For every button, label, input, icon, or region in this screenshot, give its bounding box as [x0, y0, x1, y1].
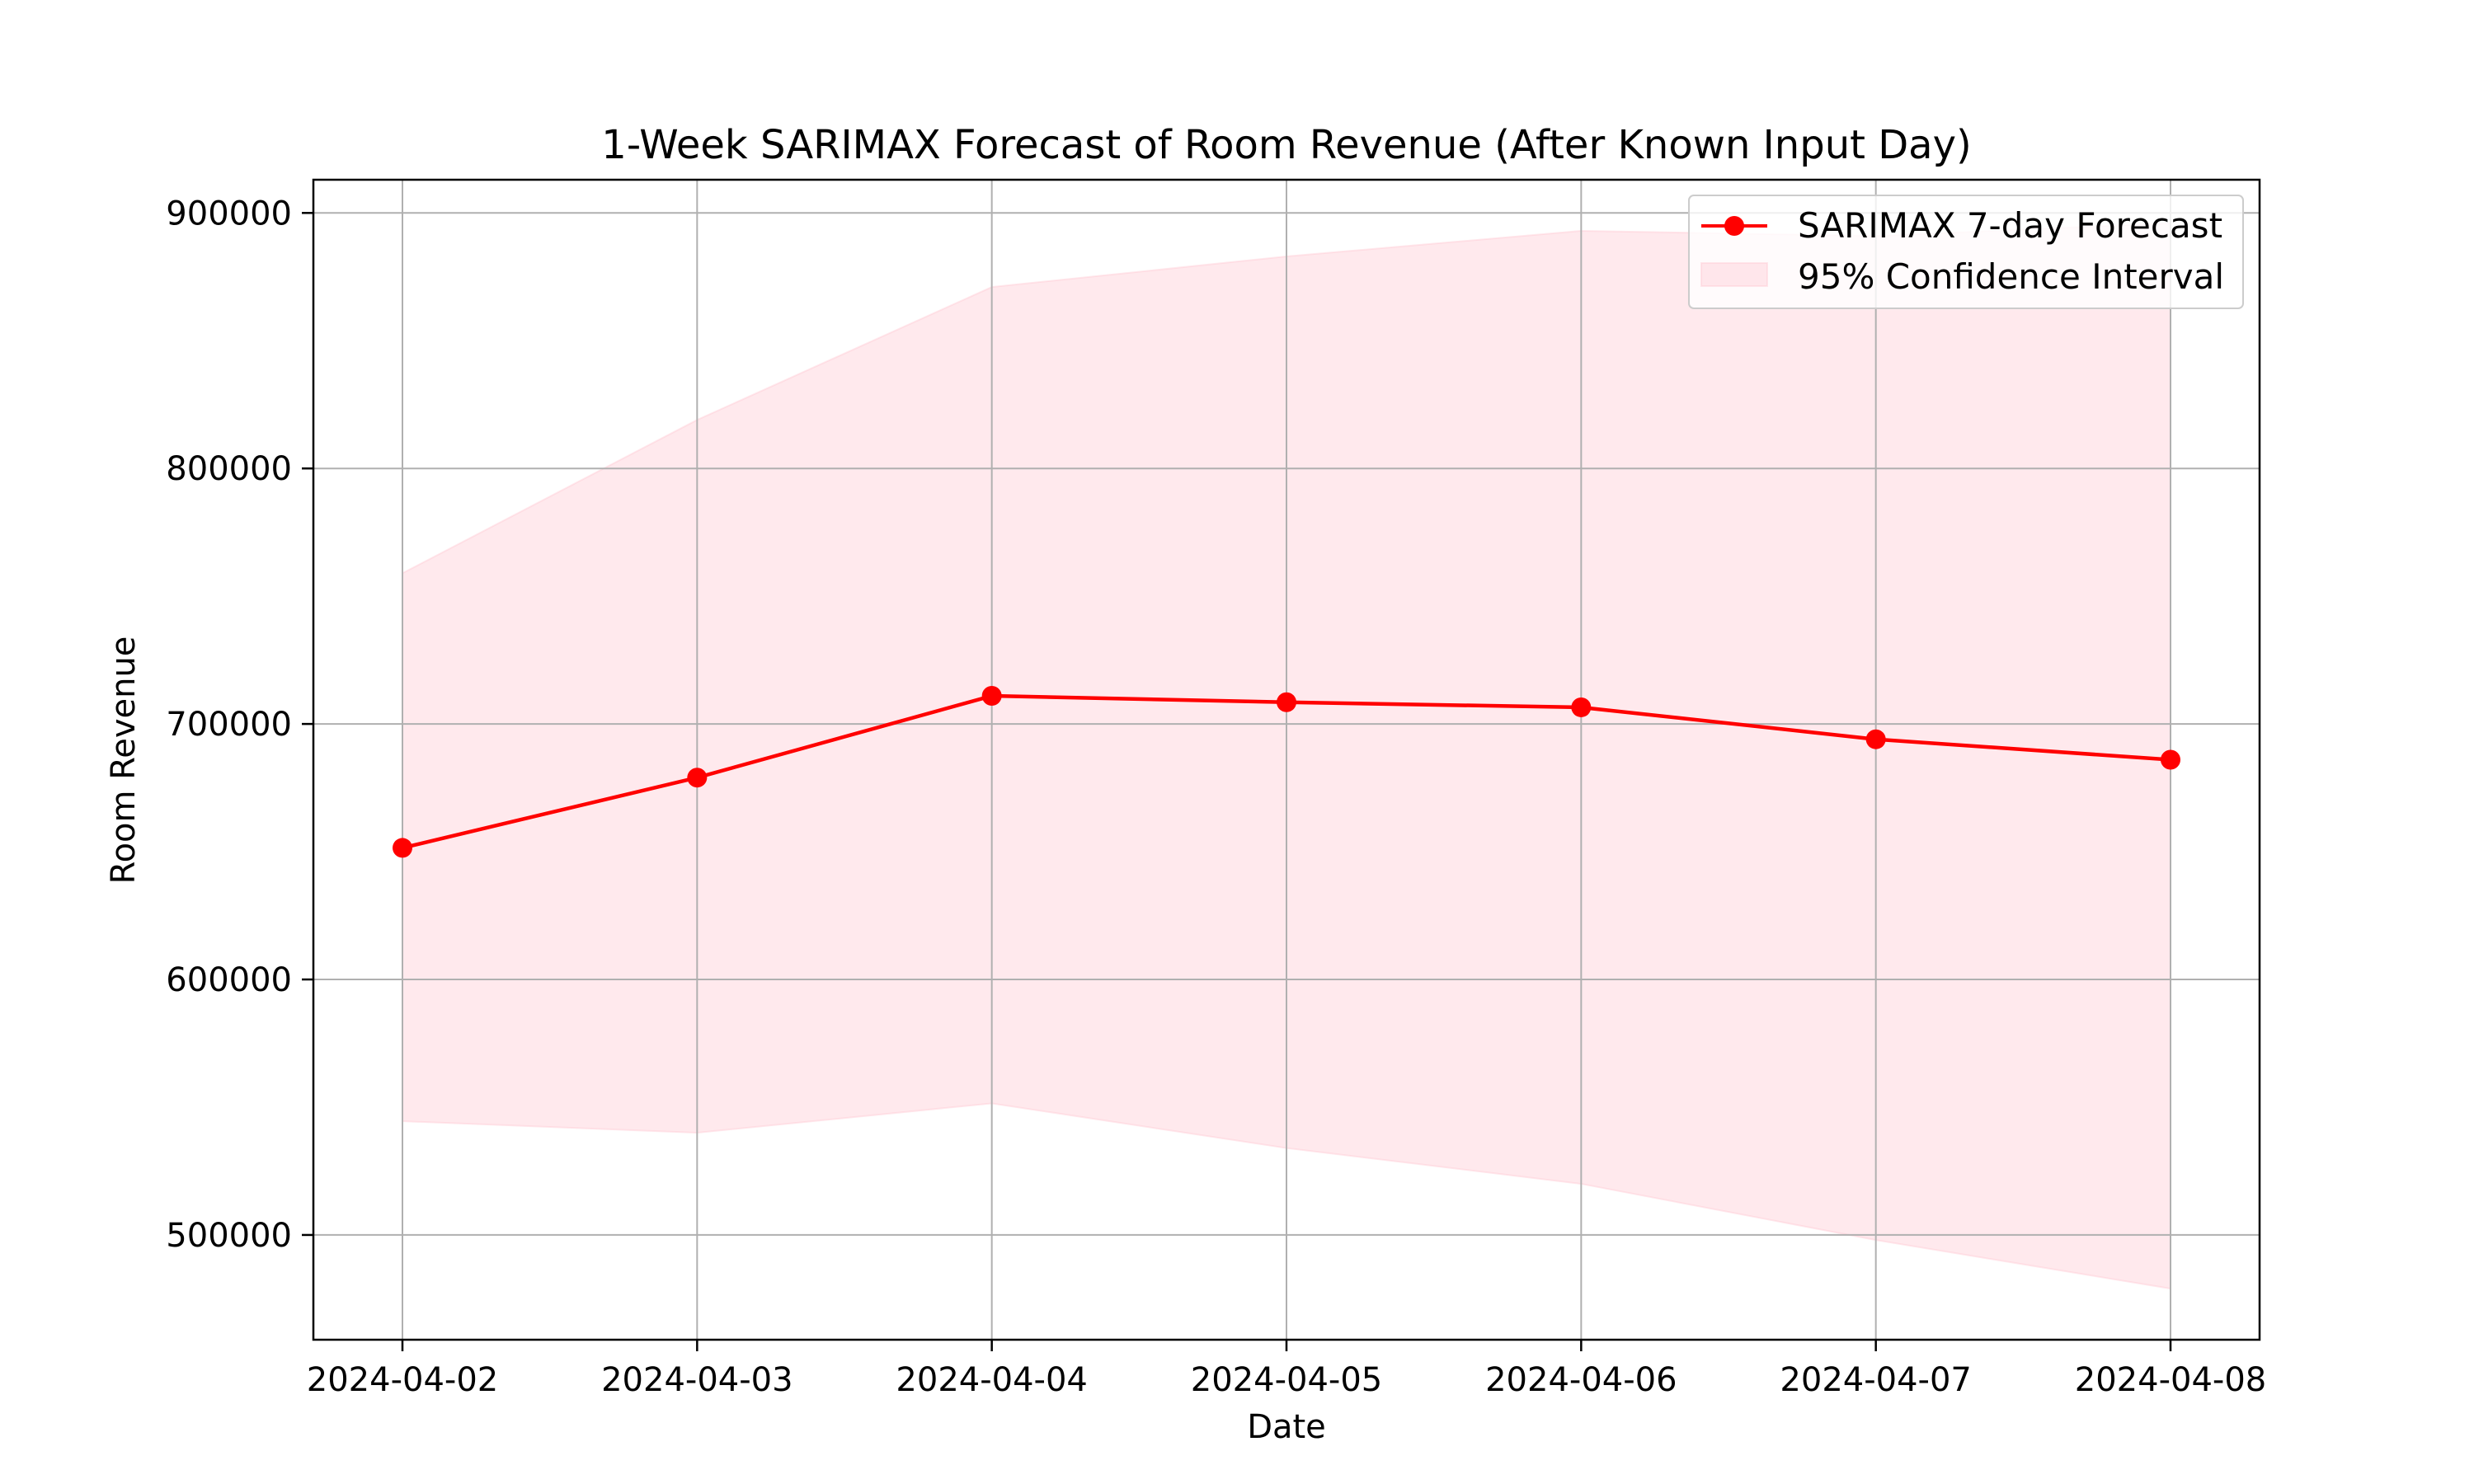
x-axis: 2024-04-02 2024-04-03 2024-04-04 2024-04-05…	[307, 1340, 2266, 1399]
forecast-point	[393, 838, 412, 858]
y-axis: 500000 600000 700000 800000 900000	[166, 195, 313, 1255]
legend-box	[1688, 195, 2244, 309]
forecast-point	[2161, 749, 2180, 770]
x-tick-label: 2024-04-08	[2075, 1361, 2266, 1399]
x-tick-label: 2024-04-04	[896, 1361, 1087, 1399]
x-tick-label: 2024-04-02	[307, 1361, 498, 1399]
legend-forecast-marker	[1724, 216, 1744, 236]
forecast-point	[1277, 692, 1296, 712]
legend-band-swatch	[1700, 262, 1768, 287]
forecast-point	[981, 686, 1002, 707]
y-tick-label: 800000	[166, 450, 292, 488]
x-axis-label: Date	[1247, 1408, 1326, 1446]
forecast-point	[1865, 729, 1886, 749]
y-tick-label: 900000	[166, 195, 292, 232]
series-layer	[393, 686, 2180, 858]
x-tick-label: 2024-04-05	[1191, 1361, 1382, 1399]
legend: SARIMAX 7-day Forecast 95% Confidence In…	[1688, 195, 2244, 309]
x-tick-label: 2024-04-07	[1780, 1361, 1971, 1399]
forecast-point	[687, 768, 708, 788]
legend-band-label: 95% Confidence Interval	[1798, 256, 2224, 297]
x-tick-label: 2024-04-06	[1485, 1361, 1677, 1399]
y-tick-label: 600000	[166, 961, 292, 999]
x-tick-label: 2024-04-03	[601, 1361, 793, 1399]
y-tick-label: 500000	[166, 1217, 292, 1255]
y-tick-label: 700000	[166, 706, 292, 744]
legend-forecast-label: SARIMAX 7-day Forecast	[1798, 205, 2222, 246]
forecast-point	[1571, 697, 1592, 717]
chart-title: 1-Week SARIMAX Forecast of Room Revenue …	[601, 122, 1971, 168]
y-axis-label: Room Revenue	[105, 636, 143, 885]
